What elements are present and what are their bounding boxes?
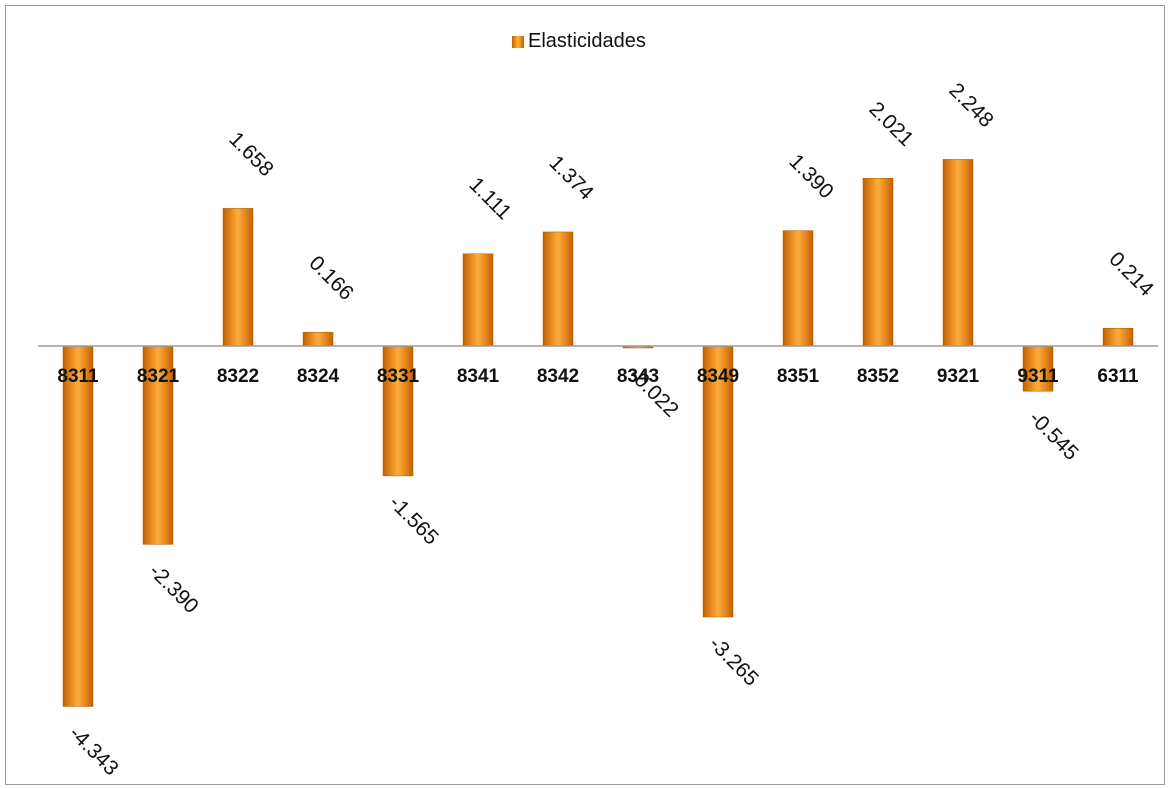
data-label: 1.111 bbox=[464, 173, 515, 224]
bar-8341 bbox=[462, 253, 494, 347]
data-label: 2.021 bbox=[864, 98, 917, 151]
legend-swatch bbox=[512, 35, 524, 48]
x-tick-label: 8351 bbox=[777, 366, 820, 387]
x-tick-label: 8349 bbox=[697, 366, 739, 387]
data-label: 1.374 bbox=[544, 151, 598, 205]
data-label: -0.545 bbox=[1024, 407, 1082, 465]
x-tick-label: 9311 bbox=[1017, 366, 1059, 387]
bar-8351 bbox=[782, 230, 814, 347]
x-tick-label: 8343 bbox=[617, 366, 659, 387]
x-tick-label: 8341 bbox=[457, 366, 500, 387]
x-tick-label: 8322 bbox=[217, 366, 259, 387]
legend: Elasticidades bbox=[512, 30, 646, 53]
data-label: -3.265 bbox=[704, 632, 762, 690]
data-label: -2.390 bbox=[144, 560, 202, 618]
data-label: -1.565 bbox=[384, 491, 442, 549]
bar-8352 bbox=[862, 178, 894, 347]
data-label: 1.658 bbox=[224, 128, 277, 181]
x-tick-label: 6311 bbox=[1097, 366, 1139, 387]
data-label: 1.390 bbox=[784, 150, 837, 203]
bar-8324 bbox=[302, 331, 334, 347]
bar-8342 bbox=[542, 231, 574, 347]
x-tick-label: 8311 bbox=[57, 366, 99, 387]
data-label: 2.248 bbox=[944, 79, 997, 132]
x-tick-label: 8321 bbox=[137, 366, 180, 387]
bar-8322 bbox=[222, 208, 254, 347]
data-label: -4.343 bbox=[64, 722, 122, 780]
x-tick-label: 8352 bbox=[857, 366, 899, 387]
bar-9321 bbox=[942, 159, 974, 347]
bar-6311 bbox=[1102, 327, 1134, 347]
x-tick-label: 8324 bbox=[297, 366, 340, 387]
chart-frame bbox=[5, 5, 1165, 785]
legend-label: Elasticidades bbox=[528, 30, 646, 52]
bar-8321 bbox=[142, 345, 174, 545]
bar-8311 bbox=[62, 345, 94, 707]
x-tick-label: 8342 bbox=[537, 366, 579, 387]
bar-8331 bbox=[382, 345, 414, 477]
data-label: 0.166 bbox=[304, 251, 357, 304]
x-tick-label: 8331 bbox=[377, 366, 420, 387]
data-label: 0.214 bbox=[1104, 248, 1158, 302]
x-tick-label: 9321 bbox=[937, 366, 980, 387]
